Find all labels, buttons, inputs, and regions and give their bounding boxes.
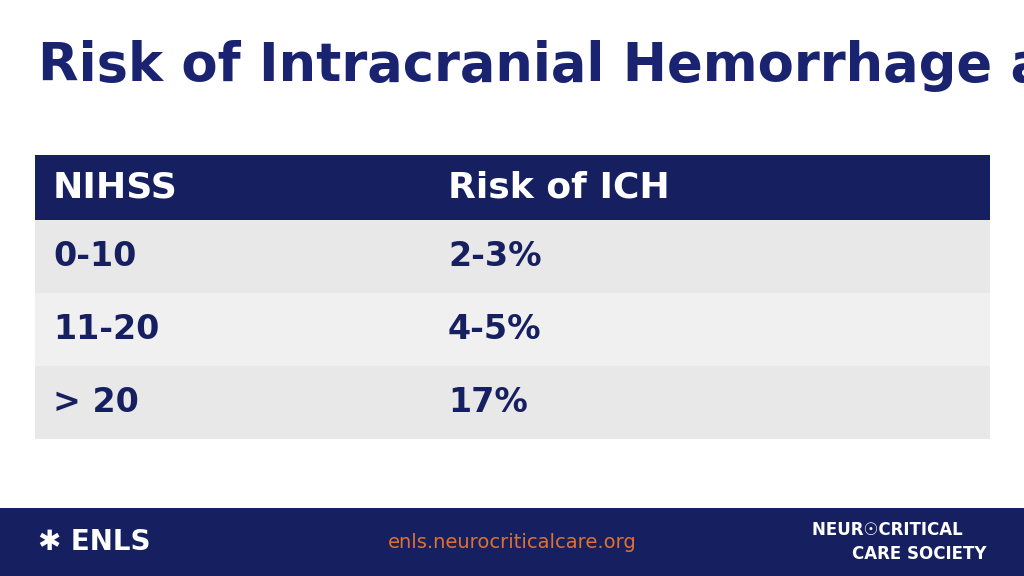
Text: NIHSS: NIHSS — [53, 170, 178, 204]
Text: 0-10: 0-10 — [53, 240, 136, 273]
Bar — [35, 366, 990, 439]
Text: ✱ ENLS: ✱ ENLS — [38, 528, 151, 556]
Text: 17%: 17% — [449, 386, 527, 419]
Bar — [0, 508, 1024, 576]
Text: NEUR☉CRITICAL    
CARE SOCIETY: NEUR☉CRITICAL CARE SOCIETY — [812, 521, 986, 563]
Bar — [35, 220, 990, 293]
Text: > 20: > 20 — [53, 386, 139, 419]
Text: 11-20: 11-20 — [53, 313, 160, 346]
Bar — [35, 293, 990, 366]
Text: 2-3%: 2-3% — [449, 240, 542, 273]
Text: Risk of Intracranial Hemorrhage after IV-tPA: Risk of Intracranial Hemorrhage after IV… — [38, 40, 1024, 92]
Text: enls.neurocriticalcare.org: enls.neurocriticalcare.org — [388, 532, 636, 551]
Text: Risk of ICH: Risk of ICH — [449, 170, 670, 204]
Text: 4-5%: 4-5% — [449, 313, 542, 346]
Bar — [35, 155, 990, 220]
